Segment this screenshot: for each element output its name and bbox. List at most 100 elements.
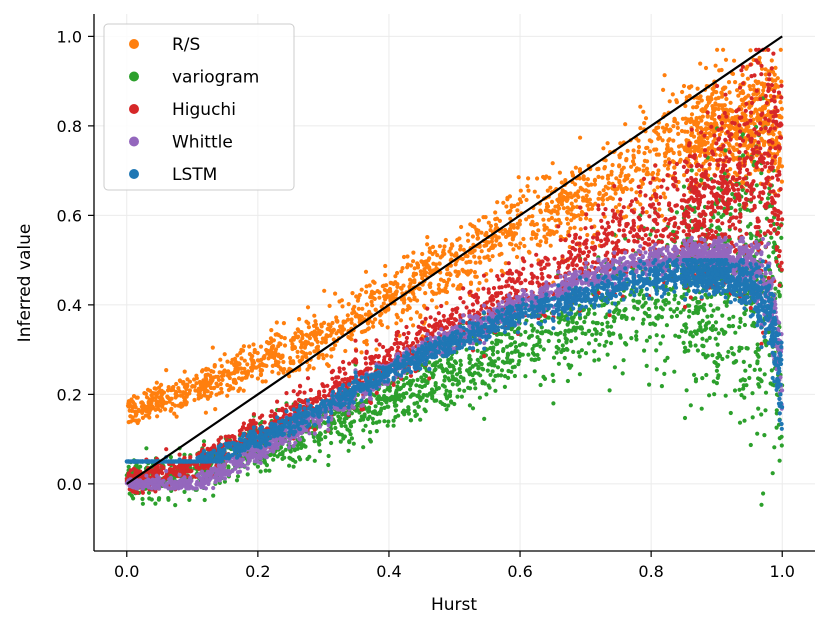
data-point — [209, 385, 214, 391]
data-point — [262, 460, 268, 465]
data-point — [663, 358, 668, 363]
data-point — [554, 344, 559, 350]
data-point — [723, 57, 729, 62]
data-point — [680, 89, 685, 95]
data-point — [557, 170, 563, 175]
data-point — [707, 166, 712, 171]
data-point — [727, 316, 732, 321]
data-point — [455, 394, 460, 399]
data-point — [615, 209, 620, 214]
data-point — [532, 369, 537, 374]
data-point — [384, 400, 389, 405]
data-point — [156, 497, 161, 502]
data-point — [389, 281, 394, 286]
data-point — [379, 322, 385, 328]
data-point — [695, 104, 700, 109]
data-point — [487, 257, 492, 262]
data-point — [220, 377, 225, 382]
data-point — [407, 277, 413, 282]
data-point — [362, 412, 367, 417]
data-point — [565, 205, 570, 210]
data-point — [247, 344, 252, 349]
data-point — [181, 381, 186, 386]
data-point — [584, 193, 589, 198]
data-point — [277, 341, 282, 346]
data-point — [501, 348, 506, 354]
data-point — [682, 349, 687, 354]
data-point — [708, 303, 713, 308]
data-point — [576, 194, 581, 200]
data-point — [287, 366, 292, 371]
data-point — [630, 178, 635, 183]
data-point — [367, 405, 372, 410]
data-point — [516, 362, 521, 367]
data-point — [581, 177, 587, 182]
data-point — [605, 324, 610, 329]
data-point — [507, 241, 513, 246]
data-point — [644, 363, 649, 368]
data-point — [282, 343, 288, 348]
data-point — [731, 360, 736, 365]
data-point — [536, 356, 541, 361]
data-point — [433, 262, 438, 267]
data-point — [754, 108, 759, 113]
data-point — [666, 157, 671, 162]
data-point — [491, 378, 496, 383]
data-point — [218, 381, 223, 387]
data-point — [442, 244, 447, 249]
data-point — [262, 363, 267, 368]
data-point — [514, 254, 520, 260]
data-point — [490, 352, 496, 357]
data-point — [511, 247, 516, 252]
data-point — [471, 308, 476, 313]
data-point — [522, 243, 527, 249]
data-point — [556, 203, 561, 209]
data-point — [417, 286, 422, 292]
data-point — [507, 194, 512, 199]
data-point — [774, 138, 779, 143]
data-point — [679, 328, 685, 333]
data-point — [682, 145, 687, 150]
data-point — [720, 356, 725, 362]
data-point — [304, 351, 309, 356]
data-point — [415, 400, 420, 405]
data-point — [759, 136, 764, 141]
data-point — [559, 191, 564, 196]
data-point — [489, 268, 494, 273]
data-point — [411, 259, 416, 264]
data-point — [349, 317, 354, 322]
data-point — [404, 391, 409, 396]
data-point — [636, 150, 641, 155]
data-point — [312, 458, 317, 463]
data-point — [612, 365, 618, 370]
data-point — [427, 256, 432, 261]
data-point — [322, 288, 327, 293]
data-point — [140, 407, 146, 412]
data-point — [219, 364, 224, 369]
data-point — [617, 163, 622, 168]
data-point — [373, 404, 378, 409]
data-point — [458, 358, 463, 363]
data-point — [643, 116, 649, 121]
data-point — [425, 235, 430, 240]
data-point — [288, 449, 293, 454]
data-point — [169, 388, 174, 393]
data-point — [608, 341, 614, 346]
data-point — [385, 423, 390, 428]
data-point — [363, 312, 368, 317]
data-point — [489, 239, 494, 244]
data-point — [281, 321, 286, 326]
data-point — [495, 365, 501, 370]
data-point — [747, 363, 753, 368]
data-point — [355, 298, 360, 303]
data-point — [292, 345, 298, 351]
data-point — [140, 501, 145, 506]
data-point — [662, 163, 667, 168]
data-point — [723, 85, 728, 90]
data-point — [393, 391, 398, 396]
data-point — [675, 187, 680, 192]
data-point — [564, 337, 570, 342]
data-point — [435, 253, 440, 258]
data-point — [425, 263, 430, 268]
data-point — [611, 310, 617, 315]
